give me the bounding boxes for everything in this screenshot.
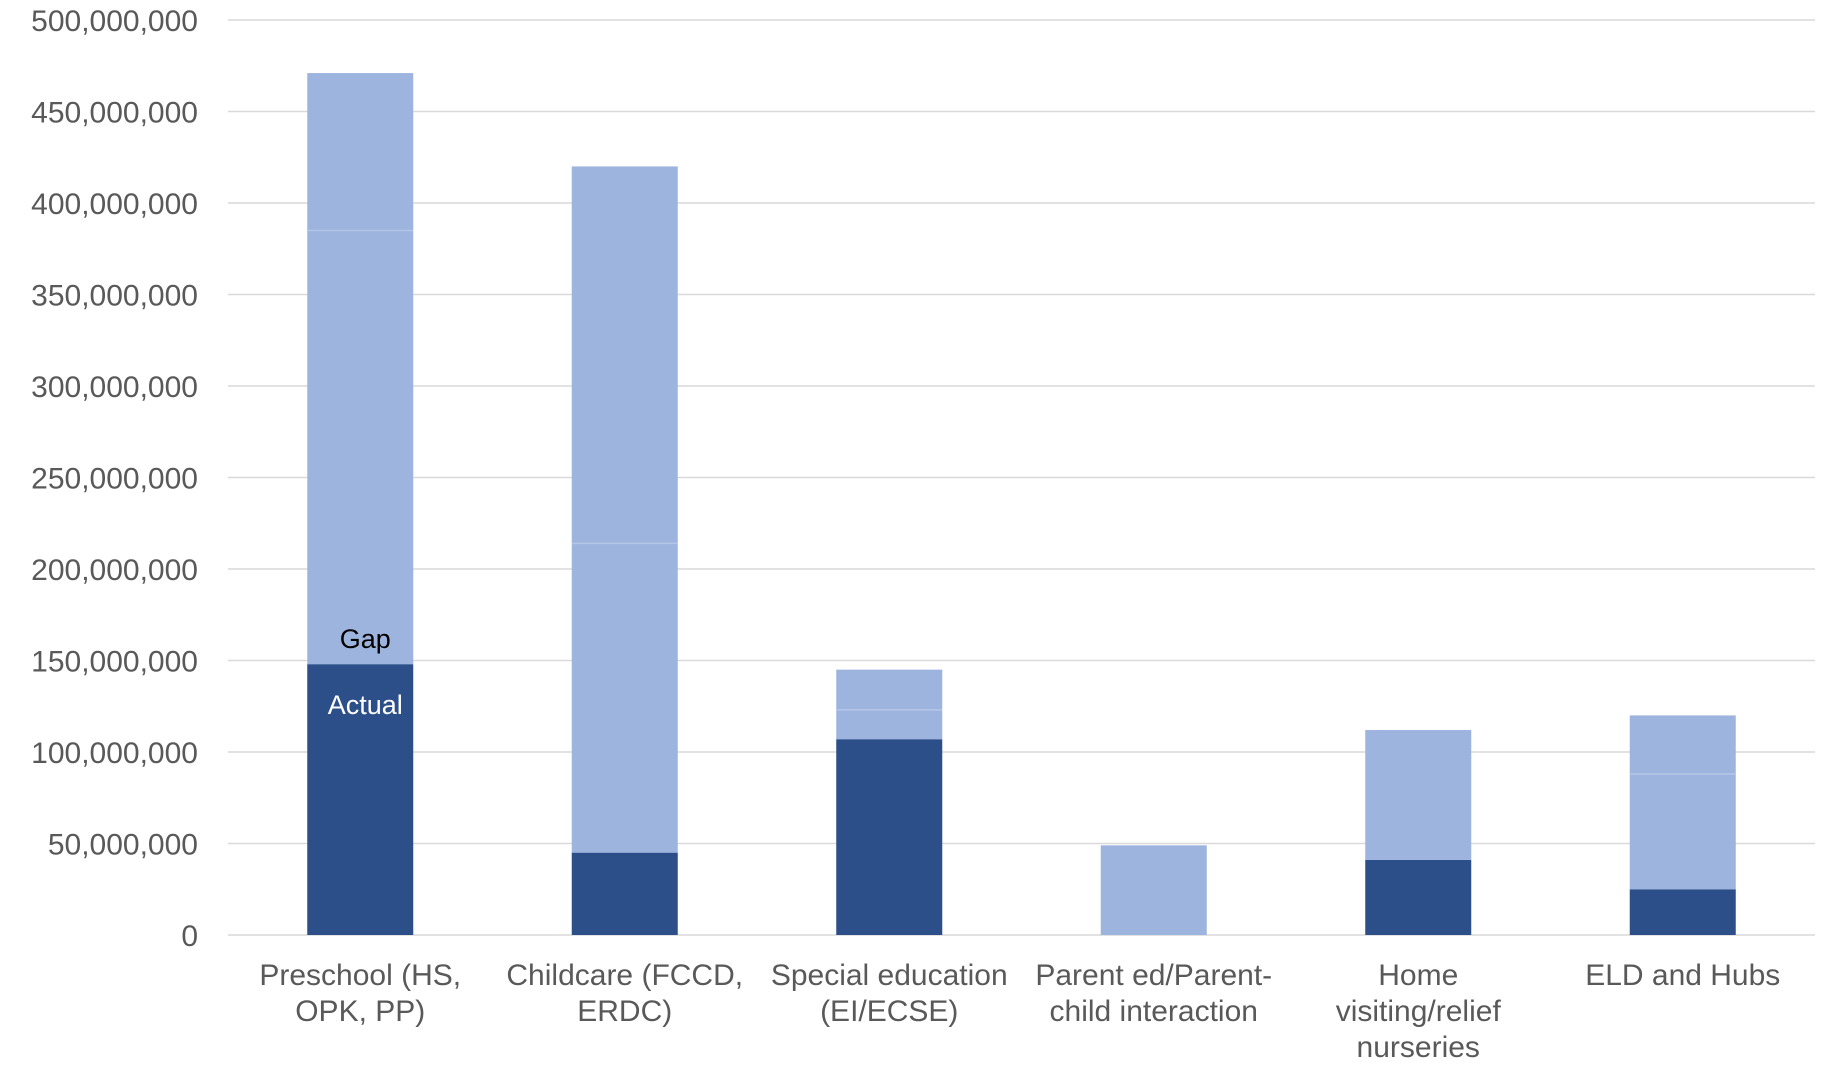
- y-tick-label: 200,000,000: [31, 554, 198, 587]
- y-tick-label: 500,000,000: [31, 5, 198, 38]
- x-tick-label: ELD and Hubs: [1585, 959, 1780, 992]
- y-tick-label: 450,000,000: [31, 97, 198, 130]
- x-tick-label: Parent ed/Parent-child interaction: [1035, 959, 1272, 1028]
- y-tick-label: 400,000,000: [31, 188, 198, 221]
- x-tick-label-line: OPK, PP): [295, 995, 425, 1028]
- gridlines: [228, 19, 1815, 936]
- x-tick-label-line: Home: [1378, 959, 1458, 992]
- x-tick-label: Special education (EI/ECSE): [771, 959, 1008, 1028]
- bar-gap: [836, 669, 943, 740]
- annotation-actual: Actual: [328, 690, 403, 720]
- x-tick-label-line: Preschool (HS,: [259, 959, 461, 992]
- y-tick-label: 50,000,000: [48, 829, 198, 862]
- annotation-gap: Gap: [340, 624, 391, 654]
- x-tick-label: Childcare (FCCD, ERDC): [506, 959, 743, 1028]
- x-tick-label-line: Childcare (FCCD,: [506, 959, 743, 992]
- bar-actual: [1365, 859, 1472, 935]
- y-tick-label: 150,000,000: [31, 646, 198, 679]
- x-tick-label-line: ELD and Hubs: [1585, 959, 1780, 992]
- y-tick-label: 0: [181, 920, 198, 953]
- bar-actual: [571, 852, 678, 935]
- x-tick-label-line: Special education: [771, 959, 1008, 992]
- y-tick-label: 250,000,000: [31, 463, 198, 496]
- bar-gap: [1100, 845, 1207, 935]
- bar-gap: [1365, 730, 1472, 860]
- y-tick-label: 300,000,000: [31, 371, 198, 404]
- x-tick-label-line: visiting/relief: [1336, 995, 1502, 1028]
- x-tick-label: Preschool (HS, OPK, PP): [259, 959, 461, 1028]
- bar-actual: [836, 739, 943, 935]
- x-tick-label-line: nurseries: [1357, 1031, 1480, 1060]
- bar-gap: [307, 73, 414, 665]
- x-tick-label-line: ERDC): [577, 995, 672, 1028]
- x-tick-label-line: (EI/ECSE): [820, 995, 958, 1028]
- x-axis-tick-labels: Preschool (HS, OPK, PP) Childcare (FCCD, ER…: [259, 959, 1780, 1064]
- annotations: Gap Actual: [328, 624, 403, 720]
- y-tick-label: 350,000,000: [31, 280, 198, 313]
- x-tick-label-line: Parent ed/Parent-: [1035, 959, 1272, 992]
- x-tick-label-line: child interaction: [1050, 995, 1258, 1028]
- x-tick-label: Home visiting/relief nurseries: [1336, 959, 1502, 1060]
- bar-gap: [1629, 715, 1736, 890]
- bar-actual: [307, 664, 414, 935]
- bar-gap: [571, 166, 678, 853]
- y-axis-tick-labels: 0 50,000,000 100,000,000 150,000,000 200,000…: [31, 5, 198, 953]
- y-tick-label: 100,000,000: [31, 737, 198, 770]
- bar-actual: [1629, 889, 1736, 935]
- bars: [307, 73, 1736, 935]
